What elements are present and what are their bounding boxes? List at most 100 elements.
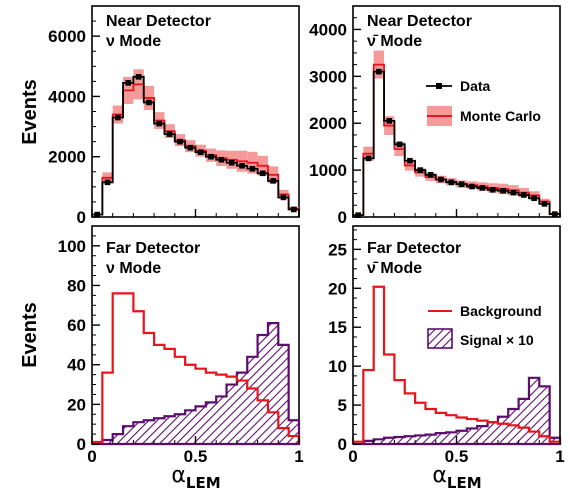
near-nubar-data-point	[396, 141, 403, 148]
near-nubar-data-point	[365, 155, 372, 162]
near-nu-data-point	[125, 80, 132, 86]
far-nu-signal-hist	[92, 322, 301, 446]
near-nu-data-point	[146, 99, 152, 106]
x-axis-label-left-sub: LEM	[186, 474, 221, 492]
near-nu-ytick-label: 0	[77, 208, 86, 227]
near-nu-data-point	[208, 153, 214, 160]
near-nubar-data-point	[500, 187, 506, 194]
far-nubar-ytick-label: 15	[328, 318, 347, 337]
far-nu-xtick-label: 1	[294, 447, 303, 466]
near-nubar-data-point	[541, 201, 548, 207]
near-nubar-data-point	[531, 195, 537, 202]
near-nu-data-point	[228, 159, 235, 166]
near-nubar-data-point	[510, 189, 517, 196]
far-nubar-xtick-label: 0	[348, 447, 357, 466]
far-nu-plot: 0 20 40 60 80 100 0 0.5 1	[58, 225, 304, 466]
far-nu-ytick-label: 20	[67, 395, 86, 414]
far-nu-ytick-label: 100	[58, 237, 86, 256]
near-nu-data-point	[197, 149, 204, 155]
near-nubar-ytick-label: 4000	[309, 20, 347, 39]
far-nubar-plot: 0 5 10 15 20 25 0 0.5 1	[328, 229, 565, 466]
near-nu-data-point	[291, 206, 297, 213]
far-nu-xtick-label: 0	[87, 447, 96, 466]
near-nubar-ytick-label: 1000	[309, 161, 347, 180]
far-nu-ytick-label: 40	[67, 356, 86, 375]
far-nu-title-line2: ν Mode	[106, 260, 161, 277]
near-nubar-data-point	[427, 172, 434, 178]
far-nubar-ytick-label: 10	[328, 357, 347, 376]
far-nubar-signal-hist	[353, 376, 562, 446]
far-nu-title-line1: Far Detector	[106, 240, 200, 257]
y-axis-label-top: Events	[19, 79, 41, 145]
far-nubar-ytick-label: 0	[338, 435, 347, 454]
near-nu-data-point	[249, 165, 256, 172]
near-nu-title-line2: ν Mode	[106, 33, 161, 50]
legend-data-label: Data	[460, 78, 491, 94]
near-nu-data-point	[177, 138, 183, 145]
near-nubar-data-point	[438, 176, 444, 183]
near-nu-data-point	[166, 131, 173, 137]
near-nu-data-line	[91, 75, 300, 217]
near-nubar-data-point	[552, 211, 558, 217]
far-nu-ytick-label: 80	[67, 276, 86, 295]
far-nubar-ytick-label: 20	[328, 279, 347, 298]
near-nu-data-point	[239, 162, 245, 169]
near-nu-data-point	[270, 178, 276, 184]
far-nu-ytick-label: 60	[67, 316, 86, 335]
near-nubar-data-point	[448, 179, 455, 186]
near-nu-data-point	[104, 179, 111, 186]
near-nubar-title-line2: ν̄ Mode	[367, 33, 422, 50]
near-nubar-plot: 0 1000 2000 3000 4000	[309, 5, 561, 227]
far-nubar-title-line2: ν̄ Mode	[367, 260, 422, 277]
x-axis-label-right: αLEM	[432, 463, 481, 492]
near-nubar-data-point	[355, 212, 361, 218]
near-nubar-data-point	[417, 167, 424, 173]
legend-far: Background Signal × 10	[427, 303, 542, 349]
near-nu-plot: 0 2000 4000 6000	[48, 5, 300, 227]
far-nu-background-line	[90, 292, 301, 444]
far-nubar-ytick-label: 25	[328, 240, 347, 259]
near-nu-data-point	[259, 170, 266, 177]
near-nu-data-point	[156, 120, 163, 127]
near-nubar-title-line1: Near Detector	[367, 13, 472, 30]
near-nu-data-point	[115, 114, 121, 121]
far-nubar-title-line1: Far Detector	[367, 240, 461, 257]
near-nubar-ytick-label: 3000	[309, 67, 347, 86]
far-nu-xtick-label: 0.5	[184, 447, 208, 466]
near-nubar-data-point	[386, 118, 393, 124]
near-nu-data-point	[218, 156, 225, 163]
near-nubar-data-point	[489, 187, 496, 193]
near-nubar-data-line	[352, 70, 561, 217]
near-nu-title-line1: Near Detector	[106, 13, 211, 30]
near-nu-data-point	[135, 74, 142, 80]
near-nu-ytick-label: 4000	[48, 87, 86, 106]
near-nu-data-point	[94, 211, 100, 218]
x-axis-label-left: αLEM	[171, 463, 220, 492]
near-nubar-ytick-label: 0	[338, 208, 347, 227]
x-axis-label-left-main: α	[171, 463, 186, 488]
near-nu-ytick-label: 2000	[48, 148, 86, 167]
legend-near: Data Monte Carlo	[426, 78, 541, 126]
near-nu-data-point	[187, 144, 194, 151]
far-nu-ytick-label: 0	[77, 435, 86, 454]
far-nubar-background-line	[351, 285, 562, 444]
near-nubar-ytick-label: 2000	[309, 114, 347, 133]
near-nu-ytick-label: 6000	[48, 27, 86, 46]
near-nubar-data-point	[407, 157, 413, 164]
legend-mc-label: Monte Carlo	[460, 108, 541, 124]
legend-signal-label: Signal × 10	[460, 332, 534, 348]
x-axis-label-right-sub: LEM	[447, 474, 482, 492]
legend-signal-swatch	[427, 328, 453, 349]
near-nubar-data-point	[458, 181, 465, 187]
near-nu-data-point	[280, 194, 287, 201]
near-nubar-data-point	[479, 185, 486, 191]
legend-background-label: Background	[460, 303, 542, 319]
near-nubar-data-point	[520, 192, 527, 198]
near-nubar-data-point	[469, 183, 475, 190]
far-nubar-ytick-label: 5	[338, 396, 347, 415]
far-nubar-xtick-label: 1	[555, 447, 564, 466]
near-nubar-data-point	[376, 68, 382, 75]
legend-signal-text: Signal	[460, 332, 502, 348]
y-axis-label-bottom: Events	[19, 302, 41, 368]
